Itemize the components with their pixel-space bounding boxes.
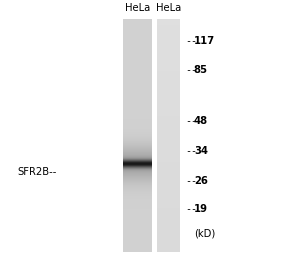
Text: HeLa: HeLa (125, 3, 150, 13)
Text: 117: 117 (194, 36, 215, 46)
Text: --: -- (185, 65, 197, 75)
Text: --: -- (185, 36, 197, 46)
Text: SFR2B--: SFR2B-- (17, 167, 56, 177)
Text: (kD): (kD) (194, 229, 215, 239)
Text: 85: 85 (194, 65, 208, 75)
Text: HeLa: HeLa (156, 3, 181, 13)
Text: --: -- (185, 176, 197, 186)
Text: --: -- (185, 146, 197, 156)
Text: 48: 48 (194, 116, 208, 126)
Text: 19: 19 (194, 204, 208, 214)
Text: --: -- (185, 204, 197, 214)
Text: 34: 34 (194, 146, 208, 156)
Text: --: -- (185, 116, 197, 126)
Text: 26: 26 (194, 176, 208, 186)
